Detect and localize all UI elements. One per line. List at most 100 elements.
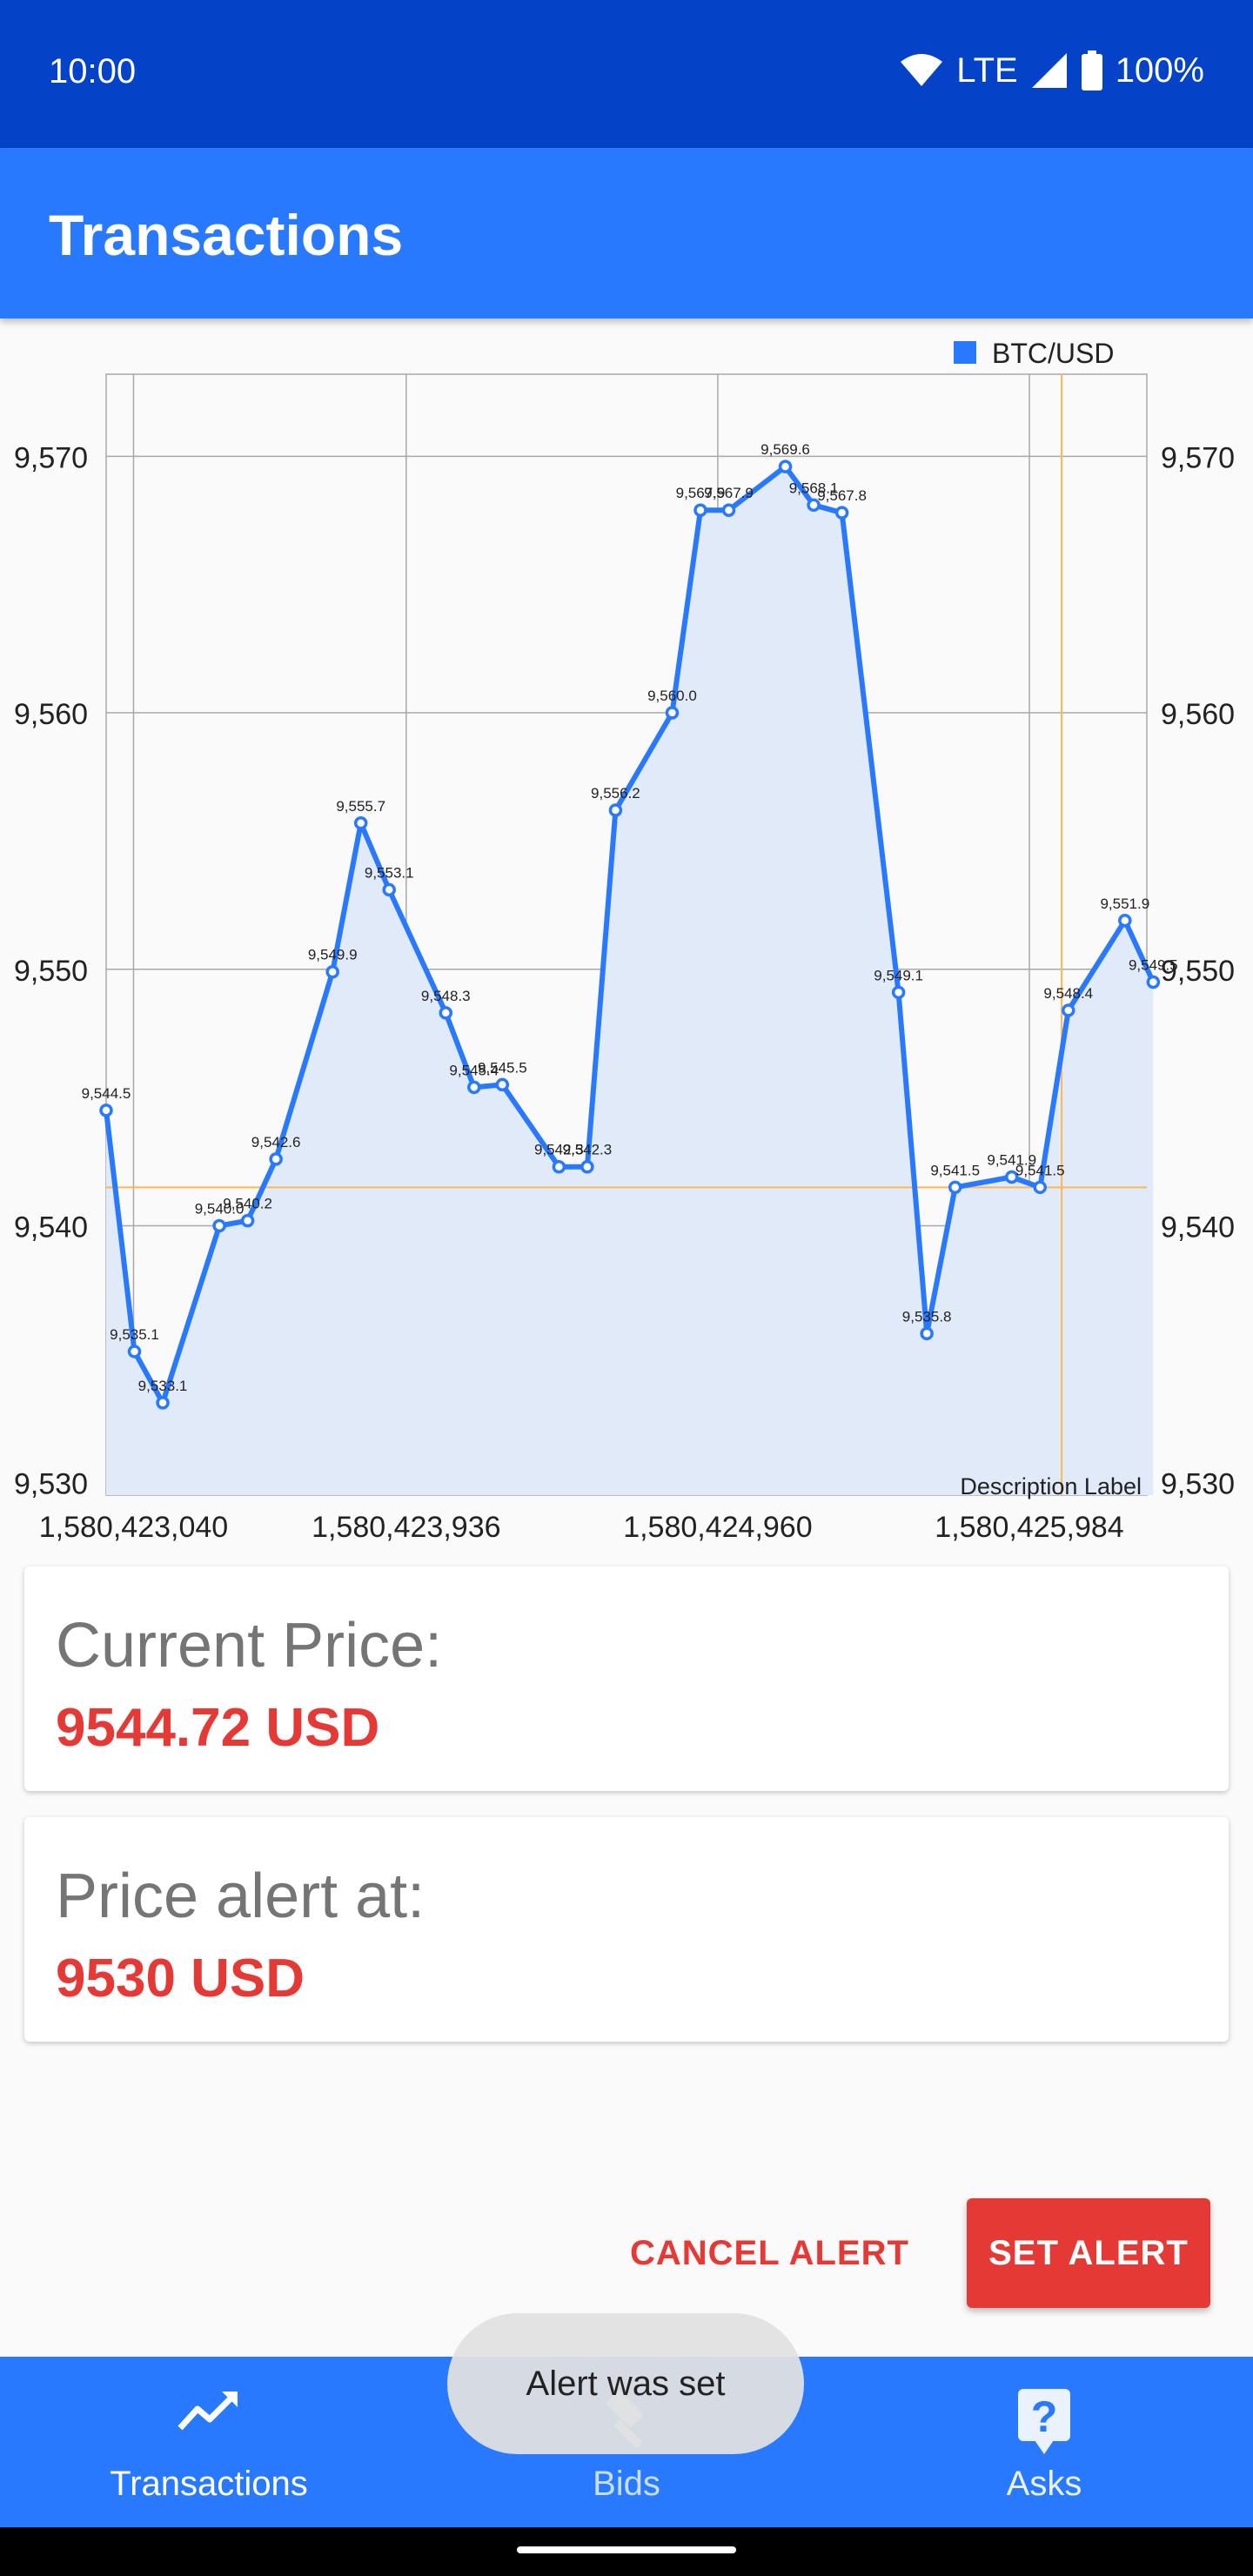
- chart-description: Description Label: [960, 1473, 1142, 1499]
- chart-area-fill: [106, 466, 1154, 1495]
- gesture-handle[interactable]: [517, 2546, 736, 2553]
- chart-points: [99, 460, 1161, 1410]
- battery-icon: [1081, 50, 1102, 91]
- chart-point: [1004, 1170, 1019, 1184]
- chart-point: [240, 1213, 255, 1228]
- price-alert-value: 9530 USD: [56, 1949, 305, 2009]
- chart-data-label: 9,540.2: [223, 1196, 272, 1212]
- price-chart[interactable]: 9,544.5 9,535.1 9,533.1 9,540.09,540.2 9,542…: [0, 319, 1253, 1554]
- chart-point: [127, 1345, 142, 1358]
- chart-point: [920, 1326, 934, 1341]
- chart-data-label: 9,551.9: [1100, 896, 1149, 912]
- y-tick-label-left: 9,550: [14, 955, 88, 988]
- x-tick-label: 1,580,424,960: [623, 1511, 812, 1544]
- y-tick-label-right: 9,530: [1161, 1467, 1235, 1500]
- chart-data-label: 9,553.1: [365, 864, 414, 881]
- chart-point: [1062, 1003, 1075, 1017]
- chart-data-label: 9,542.3: [534, 1142, 584, 1158]
- chart-data-label: 9,545.4: [449, 1062, 499, 1078]
- cancel-alert-button[interactable]: CANCEL ALERT: [630, 2234, 909, 2272]
- help-box-icon: ?: [1018, 2389, 1070, 2454]
- y-tick-label-right: 9,570: [1161, 441, 1235, 474]
- chart-data-label: 9,567.9: [676, 485, 726, 501]
- chart-point: [721, 503, 736, 517]
- chart-point: [1118, 914, 1132, 928]
- chart-data-label: 9,541.5: [1015, 1162, 1065, 1178]
- current-price-card: Current Price: 9544.72 USD: [24, 1566, 1229, 1791]
- nav-label-transactions: Transactions: [110, 2465, 308, 2503]
- chart-data-label: 9,568.1: [789, 480, 839, 496]
- set-alert-button[interactable]: SET ALERT: [967, 2198, 1210, 2308]
- chart-point: [467, 1080, 481, 1095]
- chart-data-label: 9,542.3: [563, 1142, 613, 1158]
- x-tick-label: 1,580,425,984: [935, 1511, 1123, 1544]
- chart-point: [552, 1159, 566, 1174]
- chart-point: [1033, 1180, 1048, 1195]
- chart-data-label: 9,548.3: [421, 988, 471, 1004]
- chart-data-label: 9,548.4: [1043, 985, 1093, 1002]
- chart-point: [834, 506, 849, 520]
- chart-data-label: 9,542.6: [251, 1134, 301, 1150]
- toast-message: Alert was set: [447, 2313, 804, 2454]
- chart-point: [156, 1396, 170, 1410]
- chart-point: [212, 1218, 226, 1233]
- chart-data-label: 9,549.1: [874, 967, 923, 983]
- current-price-label: Current Price:: [56, 1611, 443, 1680]
- chart-point: [325, 964, 339, 979]
- chart-data-label: 9,569.6: [761, 441, 810, 458]
- price-alert-label: Price alert at:: [56, 1862, 425, 1931]
- y-tick-label-left: 9,560: [14, 698, 88, 731]
- chart-point: [269, 1152, 283, 1166]
- chart-point: [608, 803, 623, 817]
- chart-data-labels: 9,544.5 9,535.1 9,533.1 9,540.09,540.2 9,542…: [82, 441, 1178, 1394]
- current-price-value: 9544.72 USD: [56, 1698, 380, 1758]
- chart-highlight: [106, 374, 1147, 1495]
- nav-label-asks: Asks: [1006, 2465, 1082, 2503]
- chart-point: [382, 882, 396, 897]
- chart-data-label: 9,535.8: [902, 1308, 952, 1325]
- legend-label: BTC/USD: [992, 338, 1114, 369]
- chart-data-label: 9,560.0: [647, 688, 697, 704]
- chart-point: [694, 503, 707, 517]
- chart-point: [580, 1159, 594, 1174]
- status-bar: 10:00 LTE 100%: [0, 0, 1253, 148]
- x-tick-label: 1,580,423,040: [39, 1511, 228, 1544]
- chart-axes: 9,570 9,570 9,560 9,560 9,550 9,550 9,540 9,540…: [14, 441, 1235, 1544]
- chart-data-label: 9,541.5: [930, 1162, 980, 1178]
- chart-point: [807, 498, 821, 513]
- chart-data-label: 9,567.8: [817, 487, 867, 504]
- chart-point: [948, 1180, 962, 1195]
- chart-data-label: 9,549.9: [308, 947, 358, 963]
- chart-data-label: 9,533.1: [138, 1378, 188, 1394]
- battery-percent: 100%: [1115, 50, 1204, 90]
- y-tick-label-left: 9,530: [14, 1467, 88, 1500]
- price-alert-card: Price alert at: 9530 USD: [24, 1817, 1229, 2042]
- chart-data-label: 9,567.9: [704, 485, 754, 501]
- nav-item-transactions[interactable]: Transactions: [0, 2357, 418, 2527]
- legend-swatch: [954, 341, 976, 364]
- chart-point: [665, 706, 680, 720]
- status-icons: LTE 100%: [899, 50, 1204, 91]
- chart-data-label: 9,540.0: [195, 1201, 245, 1218]
- chart-point: [495, 1077, 510, 1092]
- nav-label-bids: Bids: [593, 2465, 660, 2503]
- y-tick-label-right: 9,550: [1161, 955, 1235, 988]
- svg-text:?: ?: [1031, 2392, 1058, 2441]
- chart-data-label: 9,545.5: [478, 1059, 527, 1076]
- chart-point: [99, 1104, 113, 1117]
- status-time: 10:00: [49, 52, 137, 91]
- trending-up-icon: [178, 2392, 238, 2431]
- x-tick-label: 1,580,423,936: [312, 1511, 500, 1544]
- chart-data-label: 9,555.7: [336, 798, 385, 815]
- chart-point: [1146, 975, 1161, 989]
- page-title: Transactions: [49, 203, 404, 267]
- y-tick-label-left: 9,570: [14, 441, 88, 474]
- nav-item-asks[interactable]: ? Asks: [835, 2357, 1253, 2527]
- network-type: LTE: [956, 50, 1018, 90]
- chart-data-label: 9,541.9: [987, 1152, 1036, 1169]
- chart-point: [778, 460, 793, 473]
- chart-data-label: 9,556.2: [591, 785, 640, 802]
- app-bar: Transactions: [0, 148, 1253, 319]
- chart-point: [439, 1006, 453, 1020]
- y-tick-label-left: 9,540: [14, 1211, 88, 1244]
